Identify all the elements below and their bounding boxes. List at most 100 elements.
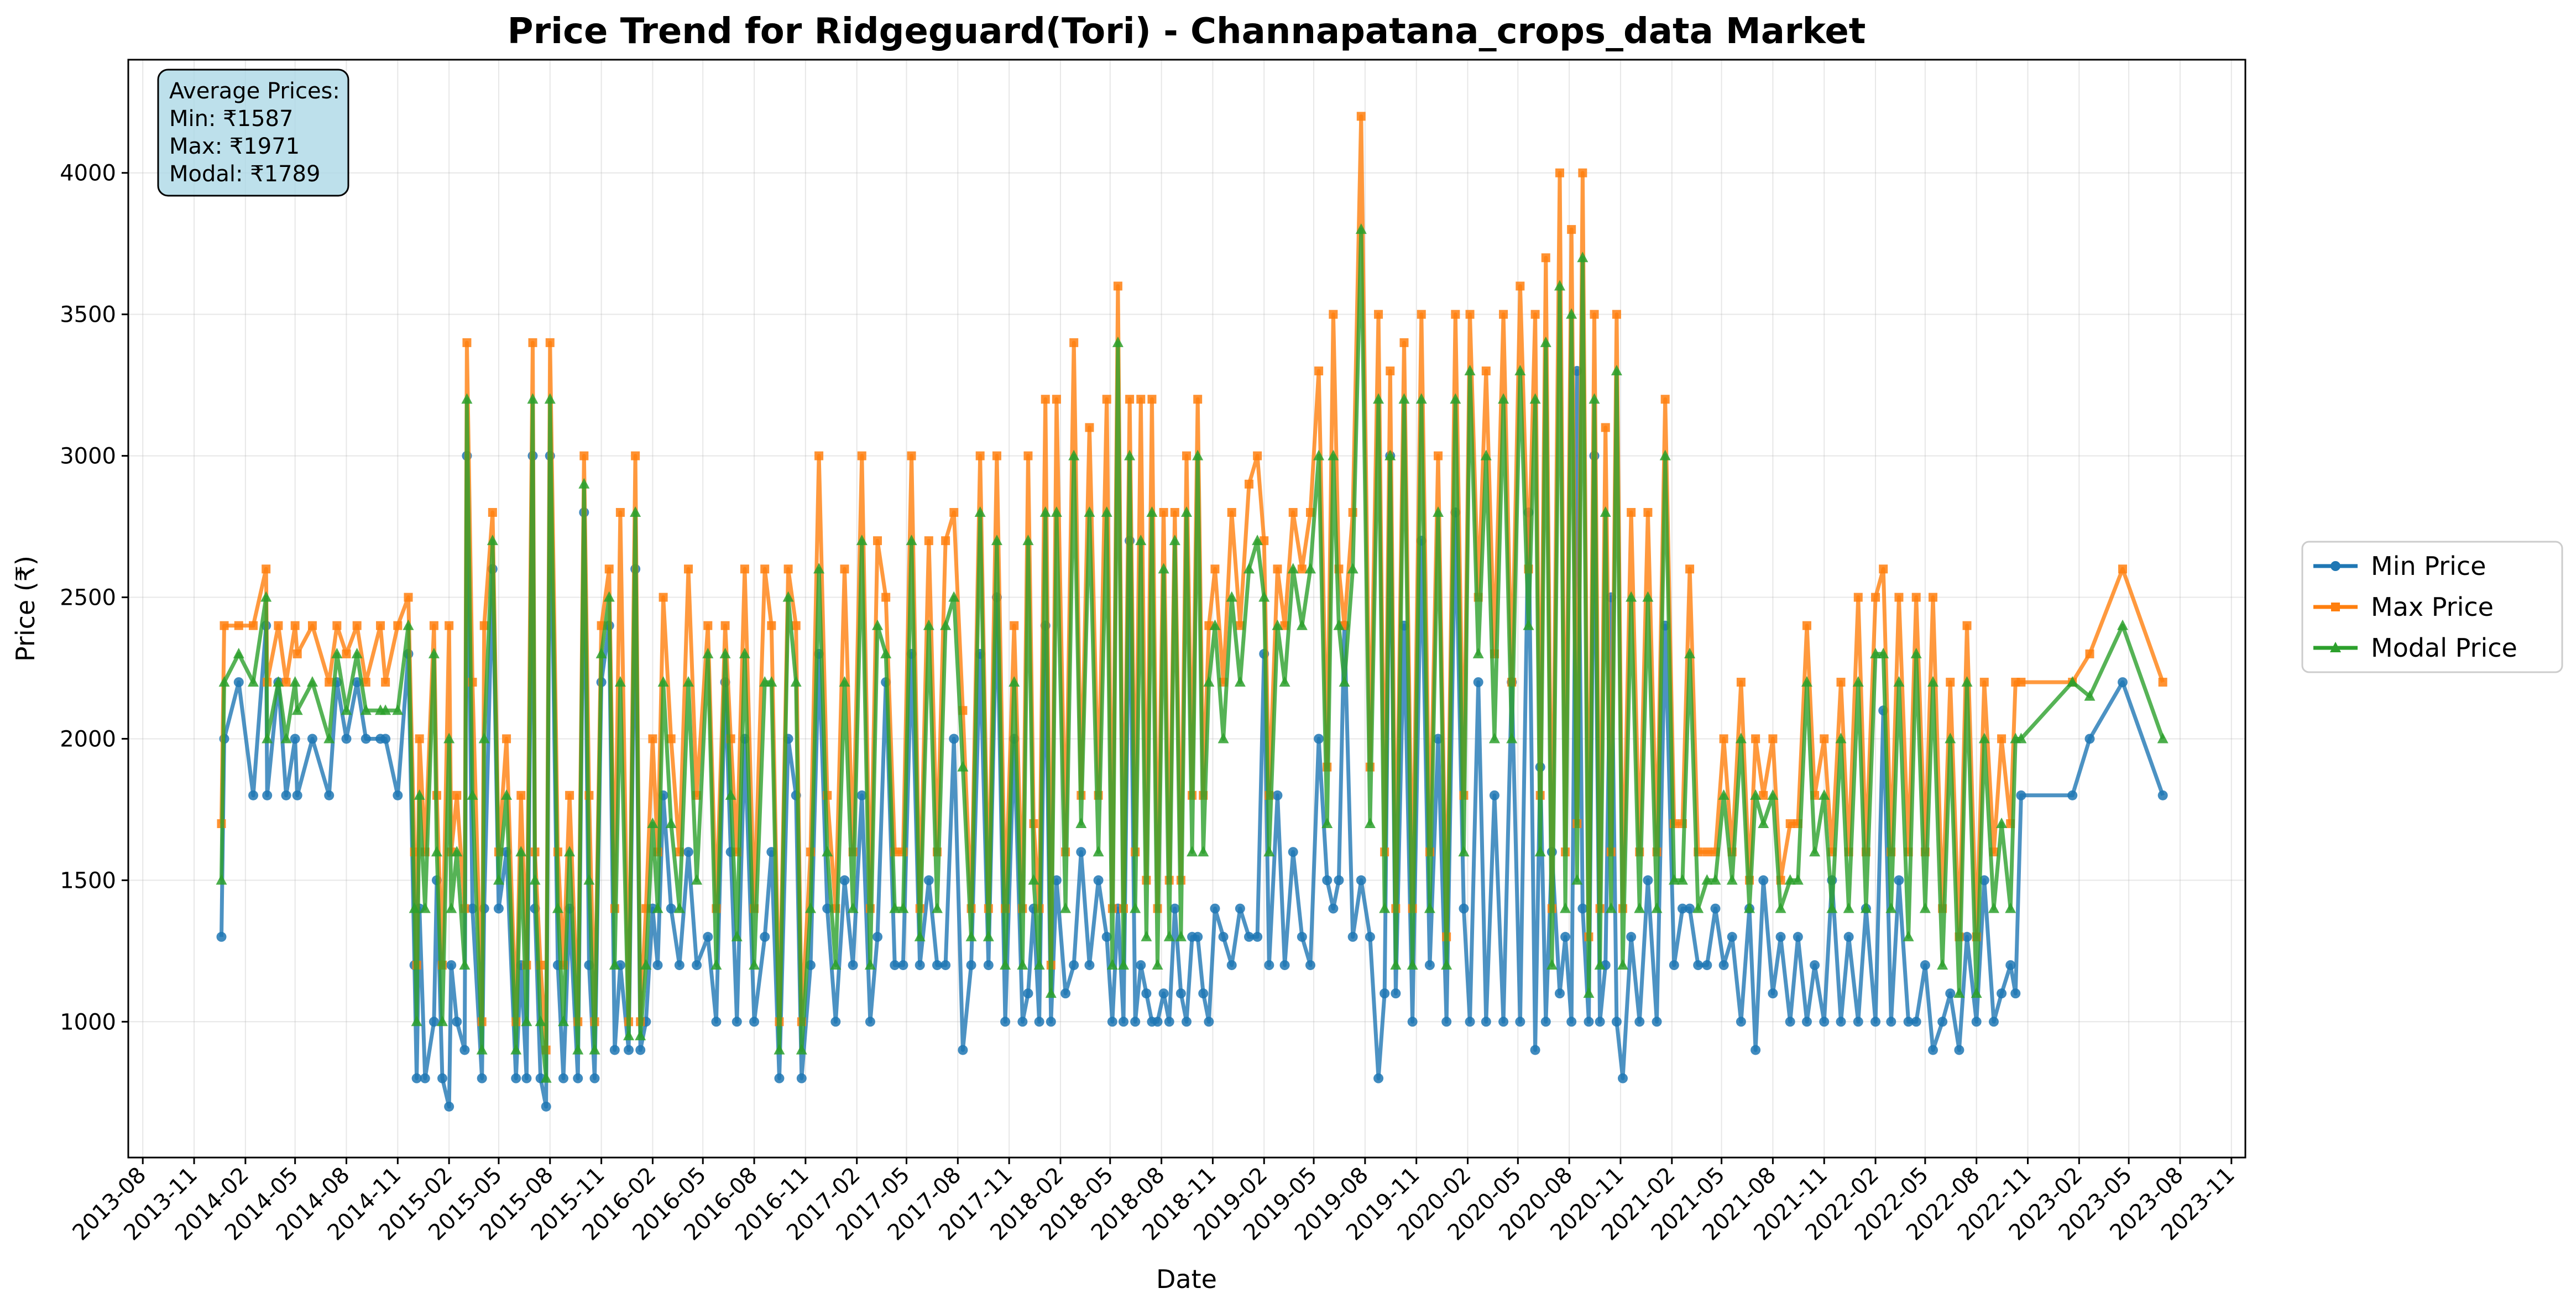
- data-point-marker: [1792, 874, 1804, 885]
- data-point-marker: [814, 451, 824, 460]
- data-point-marker: [630, 506, 641, 517]
- data-point-marker: [360, 734, 371, 744]
- data-point-marker: [975, 451, 985, 460]
- data-point-marker: [1272, 619, 1283, 630]
- data-point-marker: [1010, 621, 1019, 630]
- data-point-marker: [325, 678, 334, 687]
- data-point-marker: [1084, 506, 1095, 517]
- data-point-marker: [604, 564, 614, 574]
- data-point-marker: [2010, 988, 2021, 999]
- data-point-marker: [1328, 449, 1339, 460]
- data-point-marker: [1175, 988, 1186, 999]
- data-point-marker: [948, 591, 960, 602]
- data-point-marker: [216, 874, 227, 885]
- data-point-marker: [1643, 875, 1653, 886]
- data-point-marker: [1415, 393, 1427, 404]
- data-point-marker: [1465, 310, 1475, 319]
- data-point-marker: [535, 1015, 546, 1027]
- y-tick-label: 1000: [60, 1009, 116, 1035]
- data-point-marker: [1060, 902, 1072, 913]
- data-point-marker: [1296, 619, 1308, 630]
- data-point-marker: [510, 1044, 522, 1055]
- data-point-marker: [1356, 875, 1366, 886]
- data-point-marker: [1498, 393, 1509, 404]
- data-point-marker: [1441, 959, 1452, 970]
- data-point-marker: [1182, 451, 1191, 460]
- data-point-marker: [1339, 676, 1350, 687]
- data-point-marker: [1937, 1017, 1948, 1027]
- data-point-marker: [1735, 732, 1747, 743]
- data-point-marker: [1329, 310, 1338, 319]
- data-point-marker: [731, 930, 743, 941]
- data-point-marker: [1759, 790, 1768, 800]
- data-point-marker: [1039, 506, 1051, 517]
- data-point-marker: [545, 338, 555, 347]
- data-point-marker: [1560, 931, 1571, 942]
- data-point-marker: [1945, 732, 1956, 743]
- annotation-line-3: Max: ₹1971: [169, 134, 300, 159]
- data-point-marker: [711, 1017, 722, 1027]
- data-point-marker: [1870, 1017, 1881, 1027]
- data-point-marker: [1820, 734, 1829, 743]
- data-point-marker: [446, 960, 457, 970]
- data-point-marker: [487, 535, 498, 546]
- data-point-marker: [1835, 732, 1847, 743]
- data-point-marker: [476, 1044, 488, 1055]
- data-point-marker: [1136, 395, 1146, 404]
- data-point-marker: [552, 902, 563, 913]
- data-point-marker: [1793, 931, 1803, 942]
- data-point-marker: [873, 536, 882, 546]
- data-point-marker: [1911, 593, 1921, 602]
- data-point-marker: [1218, 732, 1229, 743]
- data-point-marker: [220, 621, 229, 630]
- data-point-marker: [1480, 449, 1492, 460]
- data-point-marker: [1380, 988, 1390, 999]
- data-point-marker: [1618, 1073, 1628, 1083]
- data-point-marker: [1159, 507, 1168, 517]
- data-point-marker: [1801, 676, 1812, 687]
- data-point-marker: [446, 902, 457, 913]
- data-point-marker: [324, 790, 335, 800]
- data-point-marker: [1374, 310, 1383, 319]
- data-point-marker: [501, 789, 513, 800]
- data-point-marker: [783, 564, 793, 574]
- data-point-marker: [1997, 988, 2007, 999]
- data-point-marker: [609, 959, 620, 970]
- data-point-marker: [233, 677, 244, 688]
- data-point-marker: [1988, 902, 1999, 913]
- data-point-marker: [1767, 789, 1779, 800]
- data-point-marker: [1659, 449, 1671, 460]
- data-point-marker: [1775, 931, 1786, 942]
- data-point-marker: [1775, 902, 1786, 913]
- data-point-marker: [856, 790, 867, 800]
- data-point-marker: [1041, 395, 1050, 404]
- data-point-marker: [1768, 734, 1778, 743]
- data-point-marker: [1424, 902, 1435, 913]
- data-point-marker: [579, 451, 589, 460]
- data-point-marker: [352, 621, 362, 630]
- data-point-marker: [1034, 1017, 1044, 1027]
- data-point-marker: [1894, 875, 1904, 886]
- data-point-marker: [766, 676, 777, 687]
- data-point-marker: [1727, 931, 1737, 942]
- data-point-marker: [915, 960, 925, 970]
- legend-box: [2301, 541, 2563, 673]
- data-point-marker: [1384, 449, 1396, 460]
- data-point-marker: [1243, 563, 1255, 574]
- data-point-marker: [1971, 987, 1982, 998]
- data-point-marker: [477, 1073, 487, 1083]
- data-point-marker: [1499, 310, 1508, 319]
- data-point-marker: [411, 1015, 422, 1027]
- x-axis-label: Date: [1156, 1264, 1217, 1294]
- data-point-marker: [1534, 846, 1546, 857]
- data-point-marker: [1903, 1017, 1914, 1027]
- data-point-marker: [1187, 846, 1198, 857]
- y-axis-label: Price (₹): [11, 556, 40, 662]
- data-point-marker: [774, 1073, 785, 1083]
- data-point-marker: [1060, 988, 1071, 999]
- data-point-marker: [1978, 732, 1990, 743]
- legend-label: Min Price: [2371, 551, 2486, 581]
- data-point-marker: [260, 591, 272, 602]
- data-point-marker: [515, 846, 527, 857]
- data-point-marker: [578, 478, 590, 489]
